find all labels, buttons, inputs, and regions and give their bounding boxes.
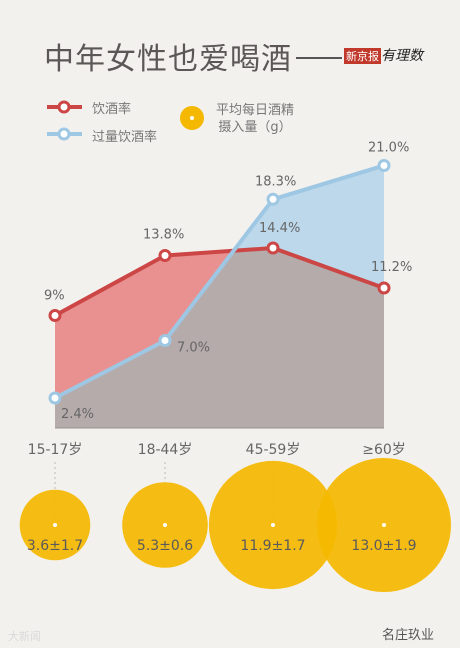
point-excess <box>266 192 280 206</box>
point-drinking <box>266 241 280 255</box>
legend-alcohol-dot <box>190 116 194 120</box>
data-label-drinking: 13.8% <box>143 228 184 243</box>
bubble-center-dot <box>53 523 57 527</box>
watermark-right: 名庄玖业 <box>382 628 435 643</box>
bubble-label: 5.3±0.6 <box>137 538 193 554</box>
brand-paper-logo: 新京报 <box>344 48 381 64</box>
data-label-drinking: 9% <box>44 289 65 304</box>
category-label: 18-44岁 <box>138 442 193 458</box>
series-line-drinking <box>54 246 385 318</box>
category-label: 15-17岁 <box>28 442 83 458</box>
data-label-excess: 18.3% <box>255 174 296 189</box>
bubble-center-dot <box>382 523 386 527</box>
area-base <box>55 248 384 428</box>
bubble-center-dot <box>271 523 275 527</box>
point-drinking <box>377 281 391 295</box>
bubble-center-dot <box>163 523 167 527</box>
bubble-label: 13.0±1.9 <box>351 538 416 554</box>
category-label: 45-59岁 <box>246 442 301 458</box>
area-drinking-gap <box>55 250 234 398</box>
series-line-excess <box>54 163 385 400</box>
point-drinking <box>48 309 62 322</box>
legend-alcohol-label: 平均每日酒精 摄入量（g） <box>216 102 294 136</box>
area-excess-gap <box>233 165 384 288</box>
legend-alcohol-label-line1: 平均每日酒精 <box>216 103 295 118</box>
category-label: ≥60岁 <box>362 442 406 458</box>
legend-excess-marker <box>57 127 71 141</box>
point-excess <box>377 159 391 172</box>
bubble-label: 3.6±1.7 <box>27 538 83 554</box>
data-label-excess: 2.4% <box>61 407 94 422</box>
legend-alcohol-label-line2: 摄入量（g） <box>218 120 292 135</box>
legend-drinking-marker <box>57 100 71 114</box>
brand-divider <box>296 57 342 59</box>
bubble-label: 11.9±1.7 <box>240 538 305 554</box>
legend <box>47 100 204 141</box>
watermark-left: 大新闻 <box>8 630 41 643</box>
point-excess <box>48 391 62 405</box>
legend-excess-label: 过量饮酒率 <box>92 130 158 145</box>
data-label-drinking: 11.2% <box>371 260 412 275</box>
point-drinking <box>158 249 172 262</box>
legend-drinking-label: 饮酒率 <box>92 102 132 117</box>
page-title: 中年女性也爱喝酒 <box>44 42 292 77</box>
brand-column-logo: 有理数 <box>381 48 423 64</box>
point-excess <box>158 334 172 347</box>
data-label-drinking: 14.4% <box>259 221 300 236</box>
data-label-excess: 7.0% <box>177 341 210 356</box>
data-label-excess: 21.0% <box>368 141 409 156</box>
